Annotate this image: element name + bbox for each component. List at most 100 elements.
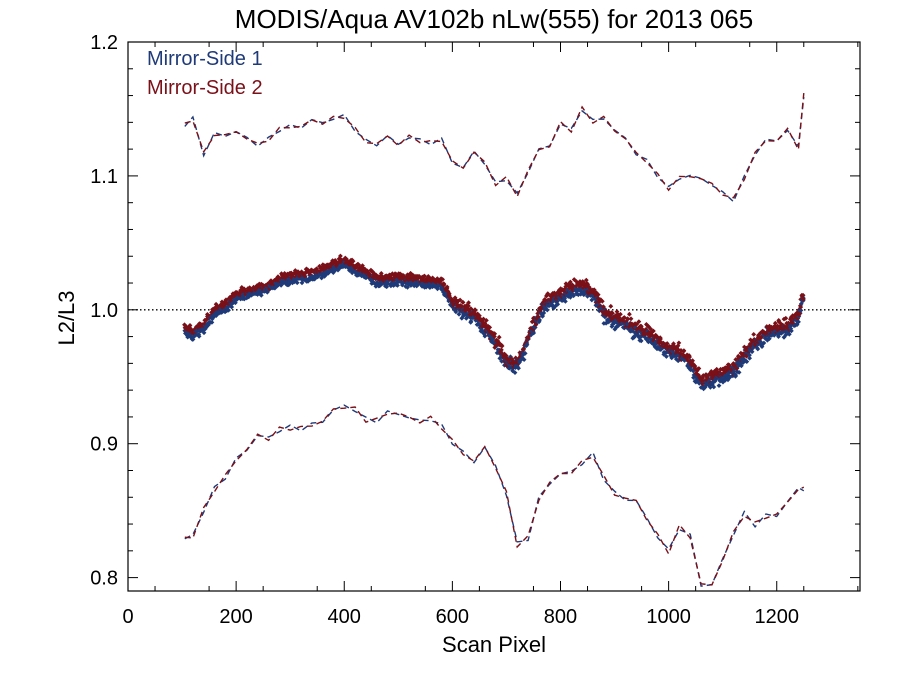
x-tick-label: 800 bbox=[544, 606, 577, 628]
point-mirror-side-2 bbox=[545, 291, 551, 296]
point-mirror-side-1 bbox=[294, 280, 300, 286]
point-mirror-side-1 bbox=[209, 320, 215, 325]
point-mirror-side-2 bbox=[577, 279, 583, 284]
point-mirror-side-2 bbox=[302, 273, 308, 279]
x-axis-label: Scan Pixel bbox=[442, 632, 546, 657]
point-mirror-side-2 bbox=[618, 311, 623, 317]
point-mirror-side-1 bbox=[244, 295, 250, 301]
point-mirror-side-2 bbox=[487, 325, 493, 330]
envelope-lines-layer bbox=[184, 93, 805, 587]
point-mirror-side-1 bbox=[636, 329, 642, 334]
point-mirror-side-1 bbox=[241, 296, 247, 302]
point-mirror-side-1 bbox=[747, 352, 752, 358]
point-mirror-side-1 bbox=[760, 341, 765, 347]
point-mirror-side-2 bbox=[466, 303, 471, 309]
lower-envelope-mirror-side-1 bbox=[184, 404, 805, 587]
point-mirror-side-2 bbox=[540, 304, 545, 310]
scatter-points-layer bbox=[182, 253, 806, 392]
legend: Mirror-Side 1 Mirror-Side 2 bbox=[147, 48, 263, 99]
point-mirror-side-1 bbox=[482, 333, 488, 339]
point-mirror-side-1 bbox=[783, 332, 789, 338]
point-mirror-side-2 bbox=[786, 320, 791, 326]
point-mirror-side-1 bbox=[612, 319, 618, 325]
point-mirror-side-2 bbox=[696, 366, 702, 371]
point-mirror-side-1 bbox=[631, 334, 637, 340]
point-mirror-side-1 bbox=[512, 370, 518, 375]
point-mirror-side-1 bbox=[638, 338, 644, 344]
point-mirror-side-2 bbox=[460, 299, 466, 305]
point-mirror-side-2 bbox=[350, 258, 356, 264]
point-mirror-side-2 bbox=[502, 351, 507, 357]
point-mirror-side-1 bbox=[516, 365, 521, 371]
point-mirror-side-1 bbox=[755, 346, 761, 352]
point-mirror-side-2 bbox=[800, 296, 806, 302]
point-mirror-side-2 bbox=[187, 323, 193, 328]
point-mirror-side-1 bbox=[258, 292, 264, 298]
x-tick-label: 1200 bbox=[754, 606, 799, 628]
x-tick-label: 400 bbox=[328, 606, 361, 628]
point-mirror-side-1 bbox=[249, 292, 254, 298]
point-mirror-side-1 bbox=[373, 284, 379, 289]
point-mirror-side-2 bbox=[789, 318, 794, 323]
point-mirror-side-2 bbox=[457, 297, 463, 303]
point-mirror-side-2 bbox=[198, 321, 203, 327]
point-mirror-side-2 bbox=[751, 332, 757, 337]
point-mirror-side-2 bbox=[625, 316, 630, 322]
point-mirror-side-2 bbox=[425, 279, 431, 285]
point-mirror-side-2 bbox=[317, 263, 322, 269]
point-mirror-side-1 bbox=[521, 357, 527, 362]
point-mirror-side-1 bbox=[649, 337, 654, 343]
point-mirror-side-2 bbox=[664, 341, 670, 346]
point-mirror-side-1 bbox=[669, 349, 675, 354]
point-mirror-side-2 bbox=[459, 304, 465, 309]
point-mirror-side-2 bbox=[243, 292, 249, 297]
point-mirror-side-1 bbox=[739, 363, 744, 369]
point-mirror-side-2 bbox=[484, 318, 489, 323]
point-mirror-side-2 bbox=[703, 372, 709, 377]
plot-area bbox=[127, 41, 861, 592]
point-mirror-side-2 bbox=[468, 306, 474, 311]
point-mirror-side-2 bbox=[466, 300, 471, 306]
point-mirror-side-2 bbox=[292, 268, 298, 273]
point-mirror-side-2 bbox=[599, 298, 605, 304]
point-mirror-side-1 bbox=[524, 341, 530, 347]
point-mirror-side-2 bbox=[681, 348, 687, 353]
point-mirror-side-2 bbox=[533, 322, 539, 328]
y-tick-label: 0.8 bbox=[90, 568, 118, 590]
point-mirror-side-2 bbox=[758, 330, 763, 336]
point-mirror-side-1 bbox=[453, 309, 459, 315]
point-mirror-side-1 bbox=[766, 336, 772, 342]
point-mirror-side-2 bbox=[338, 253, 343, 259]
point-mirror-side-2 bbox=[798, 304, 804, 310]
point-mirror-side-2 bbox=[288, 270, 294, 276]
point-mirror-side-2 bbox=[764, 324, 770, 329]
point-mirror-side-1 bbox=[609, 324, 615, 329]
point-mirror-side-2 bbox=[212, 307, 218, 312]
point-mirror-side-2 bbox=[687, 354, 692, 360]
point-mirror-side-2 bbox=[422, 273, 427, 279]
point-mirror-side-1 bbox=[555, 301, 561, 307]
point-mirror-side-1 bbox=[761, 340, 767, 346]
point-mirror-side-2 bbox=[446, 291, 452, 296]
axes-layer: 0 200 400 600 800 1000 1200 0.8 0.9 1.0 1.1 1.2 bbox=[90, 32, 860, 628]
point-mirror-side-2 bbox=[440, 277, 445, 282]
point-mirror-side-1 bbox=[568, 294, 573, 300]
point-mirror-side-1 bbox=[789, 328, 794, 334]
point-mirror-side-2 bbox=[362, 266, 368, 272]
lower-envelope-mirror-side-2 bbox=[184, 406, 805, 586]
point-mirror-side-1 bbox=[541, 310, 547, 316]
point-mirror-side-2 bbox=[328, 265, 333, 270]
point-mirror-side-1 bbox=[468, 318, 474, 324]
x-tick-label: 200 bbox=[219, 606, 252, 628]
point-mirror-side-2 bbox=[378, 271, 384, 276]
point-mirror-side-2 bbox=[499, 347, 504, 353]
point-mirror-side-1 bbox=[589, 297, 595, 303]
point-mirror-side-1 bbox=[736, 370, 742, 375]
point-mirror-side-1 bbox=[536, 319, 542, 325]
point-mirror-side-1 bbox=[460, 313, 466, 319]
upper-envelope-mirror-side-2 bbox=[184, 93, 805, 199]
point-mirror-side-1 bbox=[544, 307, 550, 313]
legend-entry-mirror-side-2: Mirror-Side 2 bbox=[147, 77, 263, 99]
point-mirror-side-2 bbox=[236, 291, 242, 297]
point-mirror-side-2 bbox=[791, 316, 797, 322]
